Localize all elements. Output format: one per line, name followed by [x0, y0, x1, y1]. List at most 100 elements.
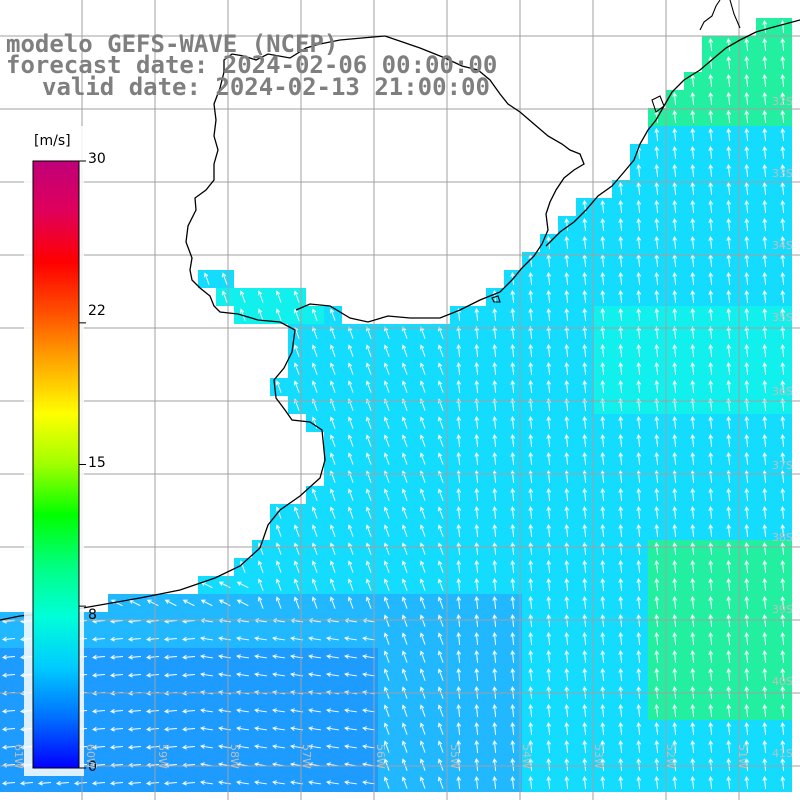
wind-arrow	[546, 451, 552, 466]
wind-arrow	[329, 344, 336, 357]
wind-arrow	[145, 780, 160, 786]
wind-arrow	[582, 487, 588, 502]
wind-arrow	[546, 523, 552, 538]
wind-arrow	[419, 722, 426, 735]
wind-arrow	[275, 542, 282, 555]
lat-label: 38S	[772, 531, 793, 544]
wind-arrow	[654, 775, 660, 790]
wind-arrow	[762, 577, 768, 592]
wind-arrow	[383, 722, 390, 735]
wind-arrow	[272, 726, 286, 731]
wind-arrow	[401, 524, 408, 537]
wind-arrow	[744, 235, 750, 250]
wind-arrow	[419, 434, 426, 447]
wind-arrow	[528, 649, 534, 664]
wind-arrow	[419, 560, 426, 573]
wind-arrow	[708, 145, 714, 160]
valid-date: valid date: 2024-02-13 21:00:00	[42, 73, 490, 101]
wind-arrow	[672, 469, 678, 484]
wind-arrow	[744, 91, 750, 106]
wind-arrow	[419, 740, 426, 753]
wind-arrow	[401, 704, 408, 717]
lat-label: 41S	[772, 747, 793, 760]
wind-arrow	[456, 721, 462, 736]
wind-arrow	[257, 308, 264, 321]
wind-arrow	[546, 775, 552, 790]
wind-arrow	[254, 654, 268, 659]
wind-arrow	[492, 703, 498, 718]
wind-arrow	[582, 739, 588, 754]
wind-arrow	[91, 744, 106, 750]
wind-arrow	[347, 506, 354, 519]
wind-arrow	[528, 541, 534, 556]
wind-arrow	[744, 433, 750, 448]
wind-arrow	[308, 780, 322, 785]
wind-arrow	[636, 667, 642, 682]
wind-arrow	[181, 744, 196, 750]
wind-arrow	[744, 721, 750, 736]
wind-arrow	[780, 559, 786, 574]
wind-arrow	[308, 636, 322, 641]
wind-arrow	[708, 37, 714, 52]
wind-arrow	[308, 672, 322, 677]
wind-arrow	[600, 721, 606, 736]
wind-arrow	[365, 596, 372, 609]
wind-arrow	[419, 758, 426, 771]
wind-arrow	[329, 542, 336, 555]
wind-arrow	[510, 379, 516, 394]
wind-arrow	[528, 757, 534, 772]
wind-arrow	[636, 325, 642, 340]
wind-arrow	[510, 343, 516, 358]
wind-arrow	[564, 541, 570, 556]
wind-arrow	[329, 308, 336, 321]
wind-arrow	[272, 672, 286, 677]
wind-arrow	[780, 775, 786, 790]
wind-arrow	[582, 379, 588, 394]
wind-arrow	[726, 217, 732, 232]
wind-arrow	[546, 325, 552, 340]
wind-arrow	[456, 613, 462, 628]
wind-arrow	[744, 667, 750, 682]
wind-arrow	[347, 524, 354, 537]
wind-arrow	[344, 708, 358, 713]
wind-arrow	[528, 379, 534, 394]
lon-label: 53W	[592, 744, 605, 769]
wind-arrow	[73, 780, 88, 786]
wind-arrow	[127, 726, 142, 732]
wind-arrow	[311, 308, 318, 321]
wind-arrow	[365, 578, 372, 591]
wind-arrow	[780, 667, 786, 682]
wind-arrow	[780, 595, 786, 610]
wind-arrow	[401, 650, 408, 663]
wind-arrow	[437, 668, 444, 681]
wind-arrow	[618, 541, 624, 556]
wind-arrow	[492, 559, 498, 574]
wind-arrow	[780, 145, 786, 160]
wind-arrow	[492, 631, 498, 646]
wind-arrow	[181, 636, 196, 642]
wind-arrow	[708, 271, 714, 286]
wind-arrow	[272, 654, 286, 659]
wind-arrow	[762, 487, 768, 502]
wind-arrow	[510, 703, 516, 718]
wind-arrow	[600, 343, 606, 358]
wind-arrow	[383, 704, 390, 717]
wind-arrow	[672, 721, 678, 736]
wind-arrow	[636, 235, 642, 250]
wind-arrow	[456, 451, 462, 466]
wind-arrow	[654, 469, 660, 484]
wind-arrow	[762, 91, 768, 106]
wind-arrow	[293, 290, 300, 303]
wind-arrow	[528, 505, 534, 520]
wind-arrow	[293, 362, 300, 375]
wind-arrow	[1, 744, 16, 750]
wind-arrow	[218, 708, 232, 713]
wind-arrow	[528, 739, 534, 754]
wind-arrow	[383, 758, 390, 771]
wind-arrow	[401, 542, 408, 555]
wind-arrow	[618, 649, 624, 664]
wind-arrow	[726, 757, 732, 772]
wind-arrow	[164, 599, 177, 607]
wind-arrow	[326, 654, 340, 659]
wind-arrow	[618, 289, 624, 304]
